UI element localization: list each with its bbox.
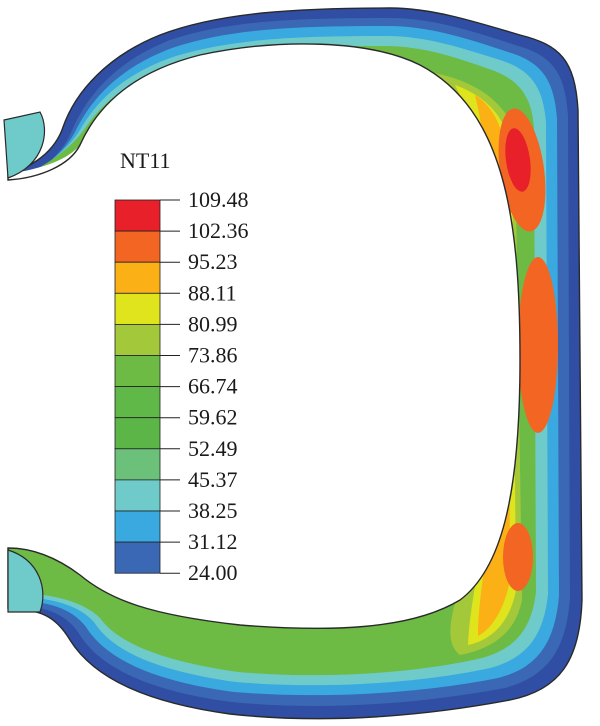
legend-swatch-7 <box>114 417 161 450</box>
legend-label-11: 31.12 <box>188 529 238 554</box>
legend-label-7: 59.62 <box>188 405 238 430</box>
legend-swatch-9 <box>114 479 161 512</box>
legend-swatch-3 <box>114 292 161 325</box>
legend-swatch-11 <box>114 541 161 574</box>
legend-swatch-0 <box>114 199 161 232</box>
bead-lower-cap <box>7 549 44 613</box>
legend-swatch-5 <box>114 355 161 388</box>
legend-swatch-2 <box>114 261 161 294</box>
legend-label-0: 109.48 <box>188 187 249 212</box>
legend-labels: 109.48 102.36 95.23 88.11 80.99 73.86 66.74 59.… <box>160 187 249 585</box>
hot-spot-upper-core <box>505 128 531 192</box>
legend-label-9: 45.37 <box>188 467 238 492</box>
legend-label-12: 24.00 <box>188 560 238 585</box>
legend-swatches <box>114 199 161 574</box>
legend-label-3: 88.11 <box>188 280 237 305</box>
legend-label-1: 102.36 <box>188 218 249 243</box>
legend-swatch-8 <box>114 448 161 481</box>
hot-spot-lower <box>503 523 533 591</box>
legend-label-4: 80.99 <box>188 311 238 336</box>
legend-label-6: 66.74 <box>188 374 238 399</box>
hot-spot-middle <box>518 257 558 433</box>
legend-swatch-6 <box>114 386 161 419</box>
legend-title: NT11 <box>120 148 171 173</box>
legend-swatch-4 <box>114 323 161 356</box>
band-green <box>8 46 536 676</box>
color-legend: NT11 109.48 102.36 95.23 88.11 80.99 73.86 66.… <box>114 148 249 585</box>
bead-upper-cap <box>3 111 46 179</box>
legend-label-8: 52.49 <box>188 436 238 461</box>
legend-label-5: 73.86 <box>188 343 238 368</box>
legend-swatch-1 <box>114 230 161 263</box>
legend-label-10: 38.25 <box>188 498 238 523</box>
legend-swatch-10 <box>114 510 161 543</box>
legend-label-2: 95.23 <box>188 249 238 274</box>
